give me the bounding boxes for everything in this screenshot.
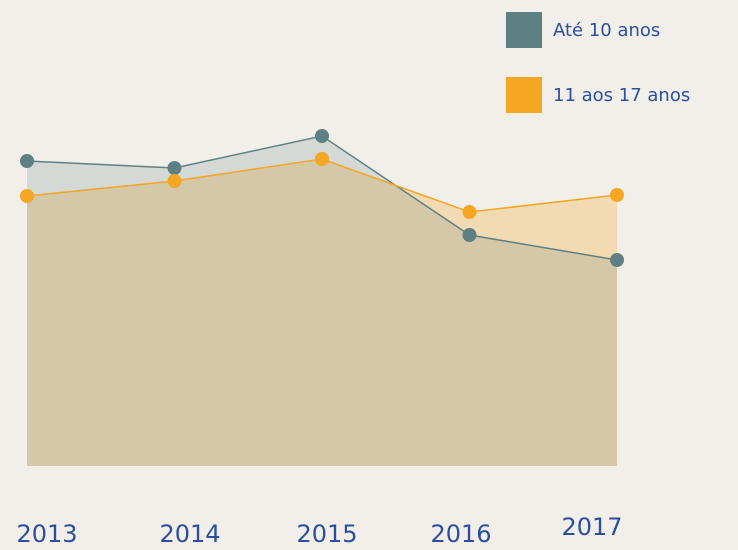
point <box>462 205 477 219</box>
legend-swatch <box>506 77 542 113</box>
point <box>610 253 624 267</box>
x-tick-label: 2016 <box>430 520 491 548</box>
x-tick-label: 2013 <box>16 520 77 548</box>
point <box>610 188 624 202</box>
legend-label: 11 aos 17 anos <box>553 85 690 106</box>
point <box>167 161 182 175</box>
point <box>315 152 329 166</box>
point <box>167 174 182 188</box>
x-tick-label: 2017 <box>561 513 622 541</box>
x-tick-label: 2015 <box>296 520 357 548</box>
point <box>462 228 477 242</box>
x-tick-label: 2014 <box>159 520 220 548</box>
point <box>20 189 34 203</box>
area <box>27 136 617 466</box>
legend-label: Até 10 anos <box>553 20 660 41</box>
point <box>315 129 329 143</box>
point <box>20 154 34 168</box>
legend-swatch <box>506 12 542 48</box>
